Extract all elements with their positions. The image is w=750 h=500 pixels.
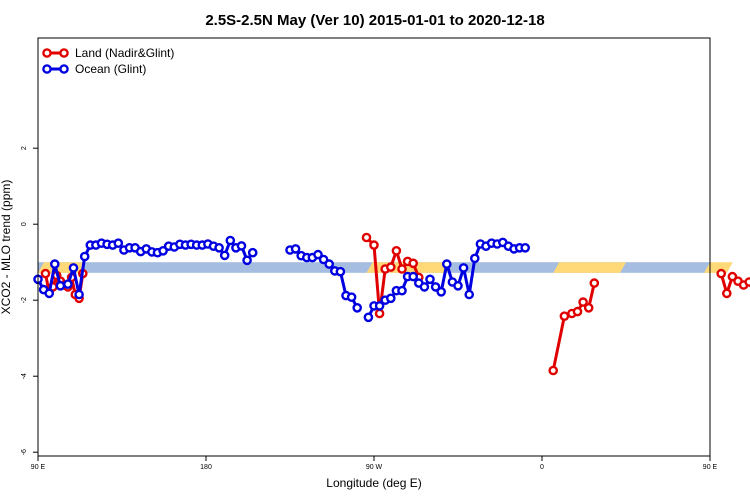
data-point [419,282,430,292]
data-point [464,289,475,300]
data-point [385,262,396,272]
data-point [716,268,727,279]
data-point [374,308,385,319]
data-point [744,277,750,287]
data-point [408,271,419,282]
data-point [113,238,124,248]
x-tick-label: 90 E [703,464,718,471]
data-point [219,250,230,261]
y-tick-label: 0 [21,222,28,226]
legend-item: Ocean (Glint) [42,62,146,76]
data-point [44,288,55,299]
data-point [361,232,372,243]
highlight-segment [704,262,733,273]
data-point [225,235,236,246]
data-point [722,288,732,299]
x-axis-label: Longitude (deg E) [326,476,421,490]
x-tick-label: 90 E [31,464,46,471]
data-point [469,253,480,264]
data-point [397,264,407,274]
data-point [346,292,357,303]
x-tick-label: 180 [200,464,212,471]
y-axis-label: XCO2 - MLO trend (ppm) [0,180,13,315]
data-point [335,266,346,277]
data-point [352,302,363,313]
data-point [369,240,379,250]
x-tick-label: 0 [540,464,544,471]
data-point [236,241,247,251]
data-point [68,263,79,273]
series-ocean [33,235,531,323]
data-point [374,301,385,311]
data-point [50,259,60,269]
legend-label: Ocean (Glint) [75,62,146,76]
legend-marker [42,64,52,74]
data-point [313,249,323,260]
legend-marker [42,48,52,58]
data-point [290,244,301,254]
data-point [430,282,441,292]
data-point [324,259,335,269]
data-point [441,259,452,269]
data-point [79,251,90,262]
data-point [520,242,531,253]
data-point [453,280,463,291]
data-point [55,280,66,291]
y-tick-label: -2 [21,297,28,303]
data-point [391,245,402,256]
highlight-segment [553,262,626,273]
legend-item: Land (Nadir&Glint) [42,46,174,60]
data-point [578,297,588,307]
y-axis-ticks: -6 -4 -2 0 2 [21,146,38,455]
data-point [40,268,51,279]
data-point [548,365,559,376]
data-point [74,289,84,300]
y-tick-label: 2 [21,146,28,150]
legend-label: Land (Nadir&Glint) [75,46,174,60]
x-tick-label: 90 W [366,464,383,471]
data-point [214,242,224,253]
data-point [425,274,435,285]
data-point [363,312,374,323]
data-point [589,278,600,288]
data-point [458,263,469,273]
y-tick-label: -6 [21,449,28,455]
data-point [436,286,447,297]
chart-title: 2.5S-2.5N May (Ver 10) 2015-01-01 to 202… [205,12,544,29]
data-point [385,293,396,304]
legend-marker [59,64,69,74]
data-point [559,311,570,322]
legend-marker [59,48,69,58]
data-point [397,285,407,296]
legend: Land (Nadir&Glint) Ocean (Glint) [42,46,174,76]
data-point [247,247,258,258]
series-layer [33,232,750,376]
x-axis-ticks: 90 E 180 90 W 0 90 E [31,456,718,471]
data-point [572,306,583,317]
y-tick-label: -4 [21,373,28,379]
data-point [583,302,594,313]
data-point [408,258,419,269]
data-point [63,279,73,290]
data-point [242,255,252,266]
